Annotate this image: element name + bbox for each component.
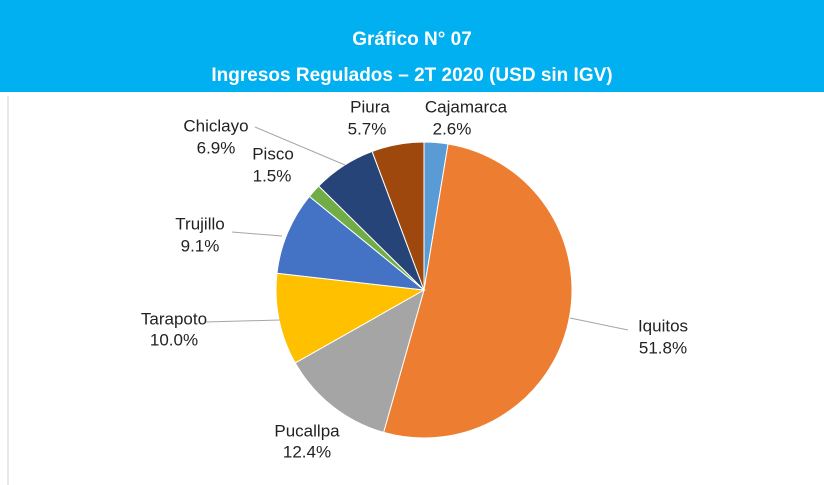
slice-value-label: 9.1% [181,236,220,255]
chart-title: Gráfico N° 07 [352,29,472,50]
slice-label: Trujillo [175,214,224,233]
leader-line [231,231,283,237]
slice-value-label: 12.4% [283,442,331,461]
pie-slice [371,141,425,291]
slice-value-label: 51.8% [639,338,687,357]
pie-slice [382,143,573,439]
slice-label: Pisco [252,144,294,163]
slice-value-label: 6.9% [197,138,236,157]
slice-value-label: 10.0% [150,330,198,349]
leader-line [569,317,629,331]
slice-label: Tarapoto [141,309,207,328]
slice-value-label: 2.6% [433,119,472,138]
slice-value-label: 1.5% [253,166,292,185]
slice-label: Pucallpa [274,421,340,440]
pie-slice [294,288,425,433]
pie-slice [276,195,426,291]
chart-subtitle: Ingresos Regulados – 2T 2020 (USD sin IG… [211,65,612,86]
leader-line [254,126,346,166]
slice-label: Piura [350,97,390,116]
slice-label: Cajamarca [425,97,508,116]
slice-label: Chiclayo [183,116,248,135]
slice-value-label: 5.7% [348,119,387,138]
header-band [0,0,824,92]
slice-label: Iquitos [638,316,688,335]
leader-line [204,319,281,323]
